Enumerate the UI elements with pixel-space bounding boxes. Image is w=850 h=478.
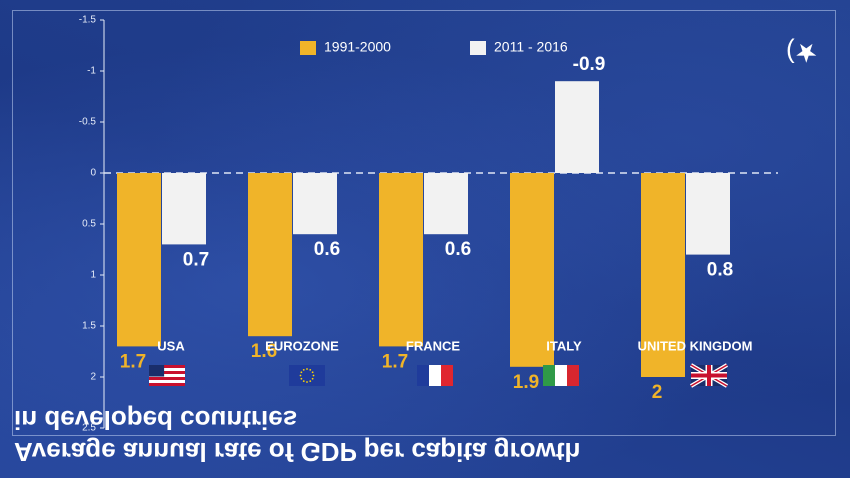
category-label-usa: USA [157, 338, 185, 353]
bar-series-2 [293, 173, 337, 235]
data-label: 1.7 [382, 351, 408, 372]
data-label: -0.9 [573, 54, 606, 75]
category-label-france: FRANCE [406, 338, 460, 353]
value-labels: 1.7 0.7 1.6 0.6 1.7 0.6 1.9 -0.9 2 0.8 [120, 54, 733, 403]
bar-series-1 [248, 173, 292, 337]
y-tick-label: 1 [90, 270, 96, 281]
y-tick-label: 2 [90, 372, 96, 383]
y-tick-label: -0.5 [79, 117, 97, 128]
flag-eu-icon [289, 365, 325, 386]
bar-series-2 [686, 173, 730, 255]
category-labels: USA EUROZONE FRANCE ITALY UNITED KINGDOM [157, 338, 752, 353]
data-label: 1.6 [251, 341, 277, 362]
category-label-italy: ITALY [546, 338, 582, 353]
data-label: 1.7 [120, 351, 146, 372]
flag-france-icon [417, 365, 453, 386]
category-label-eurozone: EUROZONE [265, 338, 339, 353]
bar-series-1 [379, 173, 423, 347]
legend-item-series-2: 2011 - 2016 [470, 39, 568, 55]
legend-label: 1991-2000 [324, 39, 391, 55]
legend-item-series-1: 1991-2000 [300, 39, 391, 55]
y-tick-label: -1 [87, 66, 96, 77]
legend-swatch [300, 41, 316, 55]
bar-series-1 [117, 173, 161, 347]
flag-uk-icon [689, 363, 729, 388]
data-label: 0.6 [445, 239, 471, 260]
data-label: 0.6 [314, 239, 340, 260]
flag-italy-icon [543, 365, 579, 386]
y-tick-label: 0.5 [82, 219, 96, 230]
legend-swatch [470, 41, 486, 55]
y-tick-label: 1.5 [82, 321, 96, 332]
data-label: 0.7 [183, 249, 209, 270]
bar-series-1 [510, 173, 554, 367]
bar-series-1 [641, 173, 685, 377]
brand-logo-icon: (★ [786, 38, 818, 68]
legend: 1991-2000 2011 - 2016 [300, 39, 568, 55]
data-label: 2 [652, 382, 663, 403]
bars [117, 81, 730, 377]
y-tick-label: -1.5 [79, 15, 97, 26]
category-label-united-kingdom: UNITED KINGDOM [638, 338, 753, 353]
y-tick-label: 0 [90, 168, 96, 179]
flag-usa-icon [149, 365, 185, 386]
data-label: 1.9 [513, 372, 539, 393]
data-label: 0.8 [707, 260, 733, 281]
bar-series-2 [555, 81, 599, 173]
y-tick-label: 2.5 [82, 423, 96, 434]
bar-series-2 [424, 173, 468, 235]
bar-series-2 [162, 173, 206, 245]
flags [149, 363, 729, 388]
legend-label: 2011 - 2016 [494, 39, 568, 55]
